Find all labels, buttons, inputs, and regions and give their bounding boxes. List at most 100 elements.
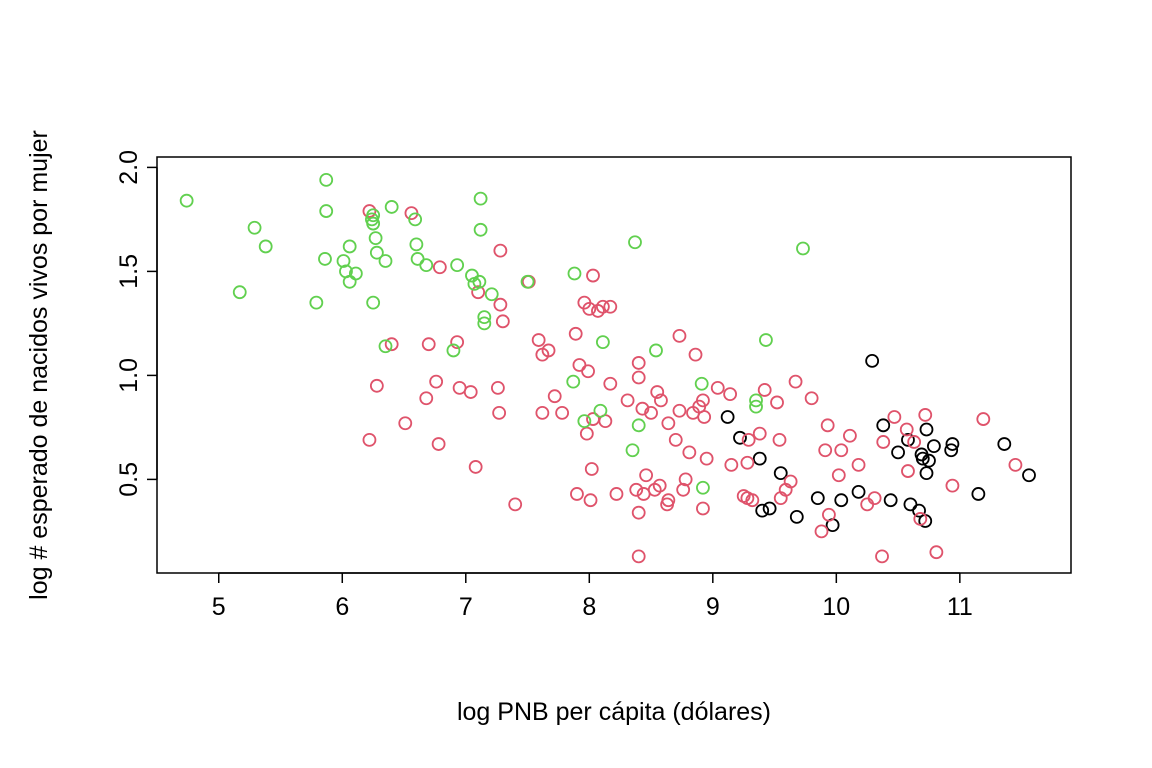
data-point [431, 437, 446, 451]
data-point [429, 374, 444, 389]
data-point [745, 493, 760, 508]
data-point [567, 266, 582, 281]
data-point [661, 493, 676, 508]
data-point [818, 443, 833, 458]
data-point [740, 455, 755, 470]
data-point [901, 464, 915, 478]
data-point [867, 491, 882, 506]
data-point [593, 403, 608, 418]
data-point [477, 310, 492, 325]
data-point [568, 326, 583, 341]
x-axis: 5 6 7 8 9 10 11 [212, 572, 973, 621]
data-point [378, 339, 393, 354]
data-point [465, 268, 479, 283]
data-point [603, 376, 618, 391]
data-point [1008, 457, 1023, 472]
x-tick-label: 7 [459, 593, 473, 621]
data-point [678, 472, 693, 487]
data-point [688, 347, 703, 362]
data-point [631, 549, 646, 564]
data-point [915, 451, 930, 466]
data-point [755, 503, 770, 518]
plot-frame [156, 156, 1072, 574]
data-point [876, 435, 891, 449]
data-point [319, 172, 334, 187]
data-point [581, 364, 595, 379]
x-tick-label: 10 [822, 593, 850, 621]
data-point [368, 231, 383, 246]
data-point [369, 245, 384, 260]
data-point [772, 432, 787, 447]
data-point [635, 401, 650, 416]
data-point [724, 457, 739, 472]
data-point [913, 512, 928, 526]
data-point [860, 497, 875, 512]
data-point [851, 457, 866, 472]
data-point [668, 432, 683, 447]
data-point [749, 399, 763, 414]
x-tick-label: 8 [582, 593, 596, 621]
data-point [595, 335, 610, 350]
data-point [582, 301, 597, 316]
data-point [547, 389, 562, 404]
x-tick-label: 9 [706, 593, 720, 621]
data-point [631, 370, 646, 385]
data-point [912, 503, 926, 518]
data-point [319, 204, 334, 218]
data-point [723, 387, 738, 402]
data-point [492, 405, 507, 420]
data-point [384, 337, 399, 352]
data-point [490, 380, 505, 395]
data-point [384, 200, 399, 214]
y-tick-label: 1.5 [115, 254, 143, 289]
data-point [484, 287, 499, 302]
data-point [309, 295, 324, 310]
data-point [362, 432, 377, 447]
data-point [366, 216, 381, 231]
data-point [378, 254, 393, 268]
data-point [639, 468, 654, 483]
data-point [927, 439, 941, 454]
data-point [945, 478, 960, 493]
data-point [232, 285, 247, 300]
data-point [945, 437, 960, 451]
data-point [446, 343, 461, 358]
data-point [584, 462, 599, 476]
data-point [697, 410, 712, 424]
data-point [796, 241, 810, 256]
data-point [583, 493, 598, 508]
data-point [531, 333, 546, 347]
data-point [577, 414, 592, 429]
data-point [843, 428, 857, 443]
data-point [876, 418, 891, 433]
data-point [342, 239, 357, 254]
data-point [1022, 468, 1036, 483]
data-point [473, 191, 488, 206]
data-point [179, 193, 194, 208]
data-point [997, 437, 1012, 451]
data-point [450, 335, 465, 350]
data-point [907, 435, 922, 449]
data-point [752, 451, 767, 466]
x-tick-label: 6 [335, 593, 349, 621]
data-point [450, 258, 465, 273]
data-point [976, 412, 991, 426]
data-point [541, 343, 556, 358]
data-point [820, 418, 835, 433]
data-point [572, 358, 587, 372]
data-point [971, 487, 986, 501]
data-point [409, 237, 424, 252]
data-point [473, 222, 488, 237]
data-point [720, 410, 735, 424]
data-point [875, 549, 889, 564]
x-tick-label: 11 [947, 593, 973, 621]
data-point [463, 385, 478, 399]
data-point [804, 391, 819, 406]
data-point [631, 418, 646, 433]
data-point [783, 474, 798, 489]
y-tick-label: 2.0 [115, 150, 143, 185]
data-point [603, 299, 618, 314]
data-point [694, 376, 709, 391]
x-tick-label: 5 [212, 593, 226, 621]
data-point [733, 430, 747, 445]
